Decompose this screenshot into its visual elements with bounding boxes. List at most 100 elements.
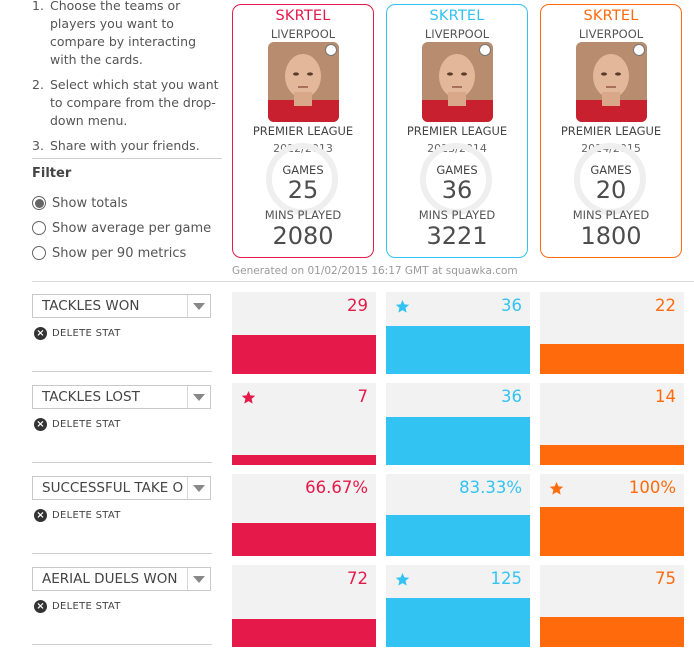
radio-label: Show average per game — [52, 220, 212, 236]
stat-bar — [540, 445, 684, 465]
stat-select[interactable]: AERIAL DUELS WON — [32, 567, 211, 591]
radio-button[interactable] — [32, 246, 46, 260]
stat-select-label: SUCCESSFUL TAKE O — [42, 480, 184, 496]
close-icon: × — [34, 508, 47, 522]
radio-show-average[interactable]: Show average per game — [32, 218, 211, 238]
stat-value-box: 14 — [540, 383, 684, 465]
delete-stat-button[interactable]: × DELETE STAT — [34, 326, 121, 340]
stat-bar — [232, 523, 376, 556]
mins-value: 1800 — [580, 222, 642, 250]
star-icon — [395, 299, 410, 313]
stat-value-box: 72 — [232, 565, 376, 647]
delete-stat-button[interactable]: × DELETE STAT — [34, 417, 121, 431]
close-icon: × — [34, 417, 47, 431]
stat-value: 29 — [347, 296, 368, 315]
row-divider — [32, 644, 212, 645]
star-icon — [241, 390, 256, 404]
stat-value-box: 83.33% — [386, 474, 530, 556]
player-name: SKRTEL — [583, 8, 639, 24]
ring-decoration — [420, 143, 492, 215]
stat-select-label: AERIAL DUELS WON — [42, 571, 178, 587]
player-card[interactable]: SKRTEL LIVERPOOL PREMIER LEAGUE 2013/2014 GA… — [386, 4, 528, 258]
stat-value-box: 75 — [540, 565, 684, 647]
close-icon: × — [34, 599, 47, 613]
delete-stat-label: DELETE STAT — [52, 509, 121, 521]
stat-value-box: 7 — [232, 383, 376, 465]
mins-label: MINS PLAYED — [264, 208, 342, 222]
player-card[interactable]: SKRTEL LIVERPOOL PREMIER LEAGUE 2012/2013 GA… — [232, 4, 374, 258]
stat-value-box: 100% — [540, 474, 684, 556]
delete-stat-button[interactable]: × DELETE STAT — [34, 599, 121, 613]
games-value: 25 — [287, 176, 319, 204]
ring-decoration — [574, 143, 646, 215]
instruction-step: 2. Select which stat you want to compare … — [32, 76, 222, 130]
stat-value: 125 — [490, 569, 523, 588]
star-icon — [549, 481, 564, 495]
stat-select[interactable]: TACKLES WON — [32, 294, 211, 318]
stat-value-box: 29 — [232, 292, 376, 374]
player-photo — [268, 42, 339, 122]
stat-value: 14 — [655, 387, 676, 406]
stat-select[interactable]: TACKLES LOST — [32, 385, 211, 409]
stat-bar — [386, 515, 530, 556]
club-crest-icon — [633, 44, 645, 56]
stat-value: 75 — [655, 569, 676, 588]
stat-select-label: TACKLES LOST — [42, 389, 140, 405]
radio-show-per-90[interactable]: Show per 90 metrics — [32, 243, 186, 263]
stat-value: 7 — [357, 387, 369, 406]
league-name: PREMIER LEAGUE — [252, 124, 354, 138]
star-icon — [395, 572, 410, 586]
player-club: LIVERPOOL — [578, 27, 644, 41]
radio-label: Show per 90 metrics — [52, 245, 187, 261]
mins-label: MINS PLAYED — [418, 208, 496, 222]
mins-label: MINS PLAYED — [572, 208, 650, 222]
stat-value: 100% — [628, 478, 676, 497]
radio-button[interactable] — [32, 221, 46, 235]
stat-bar — [540, 617, 684, 647]
instruction-step: 1. Choose the teams or players you want t… — [32, 0, 222, 69]
stat-bar — [540, 344, 684, 374]
step-number: 3. — [32, 138, 44, 153]
player-photo — [422, 42, 493, 122]
stat-value: 83.33% — [459, 478, 522, 497]
delete-stat-label: DELETE STAT — [52, 418, 121, 430]
stat-value: 66.67% — [305, 478, 368, 497]
player-club: LIVERPOOL — [424, 27, 490, 41]
mins-value: 3221 — [426, 222, 488, 250]
player-card[interactable]: SKRTEL LIVERPOOL PREMIER LEAGUE 2014/2015 GA… — [540, 4, 682, 258]
generated-note: Generated on 01/02/2015 16:17 GMT at squ… — [232, 265, 518, 277]
delete-stat-button[interactable]: × DELETE STAT — [34, 508, 121, 522]
player-name: SKRTEL — [429, 8, 485, 24]
close-icon: × — [34, 326, 47, 340]
divider — [32, 158, 222, 159]
radio-show-totals[interactable]: Show totals — [32, 193, 128, 213]
stat-bar — [386, 597, 530, 647]
stat-select-label: TACKLES WON — [42, 298, 140, 314]
stat-select[interactable]: SUCCESSFUL TAKE O — [32, 476, 211, 500]
step-text: Choose the teams or players you want to … — [50, 0, 197, 67]
step-number: 1. — [32, 0, 44, 13]
radio-button[interactable] — [32, 196, 46, 210]
filter-title: Filter — [32, 166, 72, 181]
chevron-down-icon[interactable] — [187, 295, 210, 317]
chevron-down-icon[interactable] — [187, 477, 210, 499]
row-divider — [32, 462, 212, 463]
stat-value: 22 — [655, 296, 676, 315]
league-name: PREMIER LEAGUE — [560, 124, 662, 138]
stat-bar — [232, 335, 376, 374]
instructions-list: 1. Choose the teams or players you want t… — [32, 0, 222, 162]
ring-decoration — [266, 143, 338, 215]
stat-bar — [232, 455, 376, 465]
delete-stat-label: DELETE STAT — [52, 600, 121, 612]
chevron-down-icon[interactable] — [187, 386, 210, 408]
stat-value: 72 — [347, 569, 368, 588]
stat-value: 36 — [501, 387, 522, 406]
games-value: 20 — [595, 176, 627, 204]
games-label: GAMES — [590, 163, 632, 177]
stat-bar — [386, 417, 530, 465]
chevron-down-icon[interactable] — [187, 568, 210, 590]
stat-value-box: 66.67% — [232, 474, 376, 556]
stat-value-box: 125 — [386, 565, 530, 647]
stat-bar — [232, 619, 376, 647]
stat-value-box: 22 — [540, 292, 684, 374]
